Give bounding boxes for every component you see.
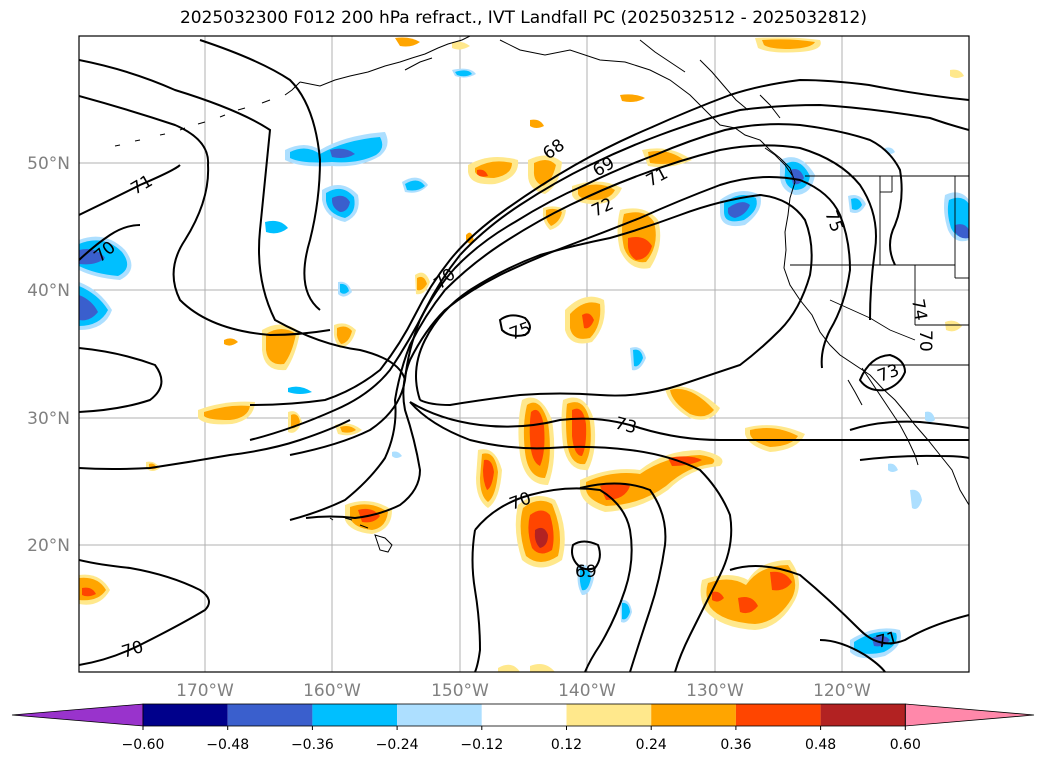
contour-label: 70 (915, 330, 935, 352)
contour-label: 74 (907, 297, 930, 322)
colorbar-tick-label: 0.48 (805, 737, 836, 753)
colorbar-extend-right (904, 703, 1035, 727)
political-borders (790, 175, 969, 366)
refractivity-contours (79, 39, 969, 672)
colorbar-segment (143, 704, 228, 726)
lat-label: 30°N (27, 409, 70, 429)
colorbar-segment (651, 704, 736, 726)
colorbar-border (142, 703, 906, 727)
colorbar-tick-label: 0.12 (551, 737, 582, 753)
shading-negative (79, 68, 969, 659)
longitude-labels: 170°W 160°W 150°W 140°W 130°W 120°W (176, 681, 871, 701)
colorbar-segment (397, 704, 482, 726)
colorbar-tick-label: −0.36 (291, 737, 334, 753)
colorbar-segment (227, 704, 313, 726)
colorbar-tick-label: 0.24 (636, 737, 667, 753)
colorbar-tick-label: −0.48 (206, 737, 249, 753)
colorbar-tick-label: −0.12 (460, 737, 503, 753)
lat-label: 50°N (27, 154, 70, 174)
lon-label: 160°W (303, 681, 361, 701)
colorbar-tick-label: 0.36 (720, 737, 751, 753)
lon-label: 150°W (431, 681, 489, 701)
colorbar-tick-label: −0.24 (376, 737, 419, 753)
lon-label: 140°W (558, 681, 616, 701)
colorbar-segment (481, 704, 567, 726)
colorbar-segment (566, 704, 652, 726)
gridlines (79, 36, 969, 672)
lon-label: 130°W (686, 681, 744, 701)
latitude-labels: 50°N 40°N 30°N 20°N (27, 154, 70, 556)
lat-label: 40°N (27, 281, 70, 301)
map-frame (78, 35, 970, 673)
colorbar-segment (735, 704, 821, 726)
colorbar-tick-label: 0.60 (890, 737, 921, 753)
lon-label: 120°W (813, 681, 871, 701)
colorbar: −0.60 −0.48 −0.36 −0.24 −0.12 0.12 0.24 0.36 0.4… (11, 703, 1035, 753)
contour-label: 69 (575, 562, 597, 582)
colorbar-segment (312, 704, 398, 726)
lon-label: 170°W (176, 681, 234, 701)
colorbar-tick-label: −0.60 (122, 737, 165, 753)
colorbar-extend-left (11, 703, 144, 727)
map-title: 2025032300 F012 200 hPa refract., IVT La… (179, 8, 867, 28)
map-background (79, 36, 969, 672)
colorbar-segment (820, 704, 906, 726)
lat-label: 20°N (27, 536, 70, 556)
